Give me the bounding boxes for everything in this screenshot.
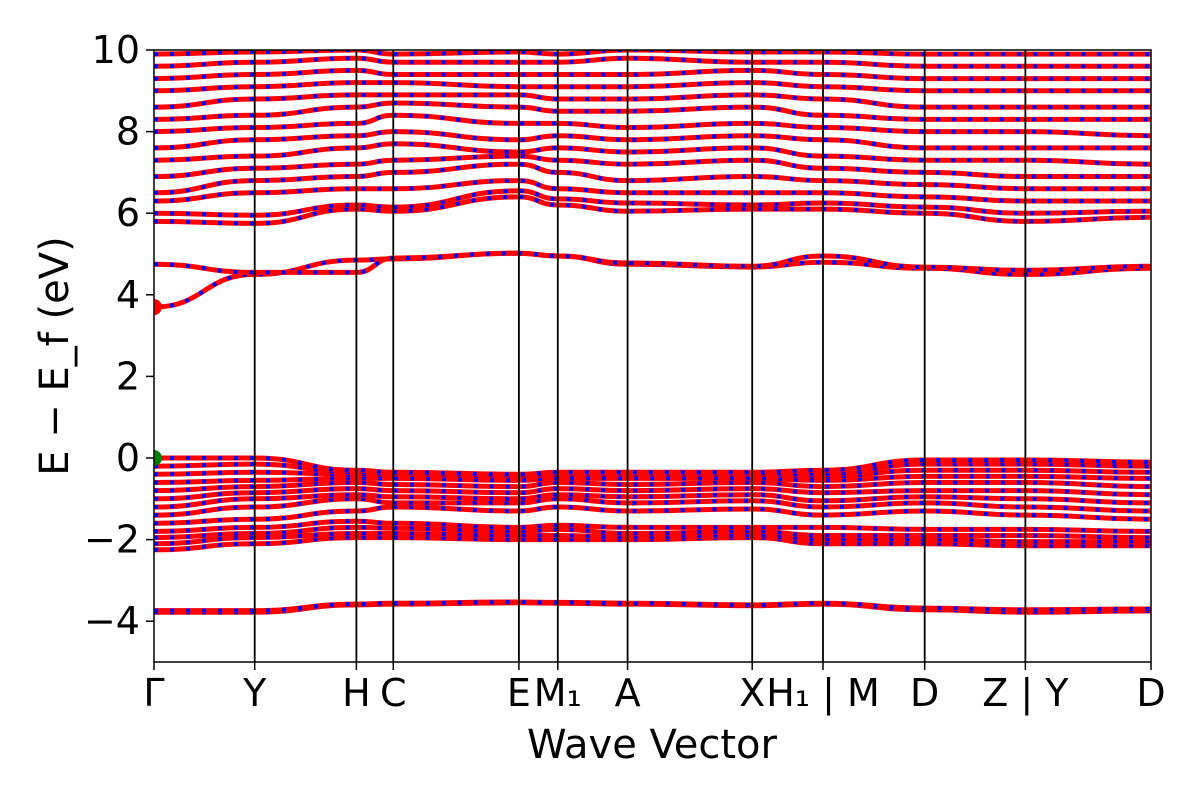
band-line-spin-up xyxy=(154,178,1151,204)
band-line-spin-down xyxy=(154,80,1151,93)
band-line-spin-down xyxy=(154,474,1151,485)
x-tick-label: E xyxy=(507,671,531,715)
band-line-spin-down xyxy=(154,480,1151,493)
y-axis-label: E − E_f (eV) xyxy=(32,236,78,475)
band-line-spin-down xyxy=(154,492,1151,509)
band-line-spin-down xyxy=(154,251,1151,309)
y-tick-label: 6 xyxy=(116,191,140,235)
band-line-spin-down xyxy=(154,462,1151,478)
y-tick-label: 2 xyxy=(116,354,140,398)
band-line-spin-down xyxy=(154,113,1151,138)
y-tick-label: −2 xyxy=(84,518,140,562)
band-line-spin-down xyxy=(154,178,1151,204)
x-tick-label: H₁ | M xyxy=(766,671,880,716)
band-line-spin-down xyxy=(154,162,1151,195)
band-line-spin-down xyxy=(154,468,1151,479)
band-line-spin-down xyxy=(154,188,1151,218)
x-tick-label: X xyxy=(739,671,765,715)
y-axis-ticks: −4 −2 0 2 4 6 8 10 xyxy=(84,28,154,643)
kpoint-divider-lines xyxy=(253,50,1027,662)
band-edge-markers xyxy=(154,299,162,466)
band-line-spin-down xyxy=(154,486,1151,501)
plot-frame xyxy=(153,49,1152,663)
y-tick-label: 8 xyxy=(116,110,140,154)
band-line-spin-down xyxy=(154,504,1151,526)
x-tick-label: D xyxy=(1136,671,1165,715)
band-line-spin-down xyxy=(154,92,1151,110)
band-line-spin-down xyxy=(154,531,1151,546)
band-line-spin-down xyxy=(154,496,1151,518)
y-tick-label: −4 xyxy=(84,599,140,643)
x-tick-label: Γ xyxy=(143,671,164,715)
band-line-spin-down xyxy=(154,455,1151,477)
x-tick-label: M₁ xyxy=(534,671,582,715)
y-tick-label: 0 xyxy=(116,436,140,480)
band-line-spin-down xyxy=(154,519,1151,534)
y-tick-label: 4 xyxy=(116,273,140,317)
x-tick-label: Z | Y xyxy=(982,671,1069,716)
band-line-spin-down xyxy=(154,100,1151,122)
x-axis-kpoint-labels: Γ Y H C E M₁ A X H₁ | M D Z | Y D xyxy=(143,662,1166,716)
vbm-marker xyxy=(154,450,162,466)
band-line-spin-down xyxy=(154,129,1151,150)
band-lines xyxy=(154,50,1151,615)
band-line-spin-down xyxy=(154,56,1151,69)
cbm-marker xyxy=(154,299,162,316)
x-tick-label: Y xyxy=(242,671,267,715)
x-tick-label: H xyxy=(342,671,371,715)
band-line-spin-down xyxy=(154,525,1151,540)
band-line-spin-down xyxy=(154,535,1151,552)
band-line-spin-down xyxy=(154,141,1151,167)
x-axis-label: Wave Vector xyxy=(527,722,778,768)
band-line-spin-down xyxy=(154,154,1151,179)
x-tick-label: D xyxy=(910,671,939,715)
y-tick-label: 10 xyxy=(92,28,140,72)
x-tick-label: C xyxy=(380,671,407,715)
band-line-spin-down xyxy=(154,251,1151,275)
x-tick-label: A xyxy=(615,671,641,715)
band-line-spin-down xyxy=(154,68,1151,81)
band-line-spin-down xyxy=(154,194,1151,226)
band-line-spin-down xyxy=(154,599,1151,613)
